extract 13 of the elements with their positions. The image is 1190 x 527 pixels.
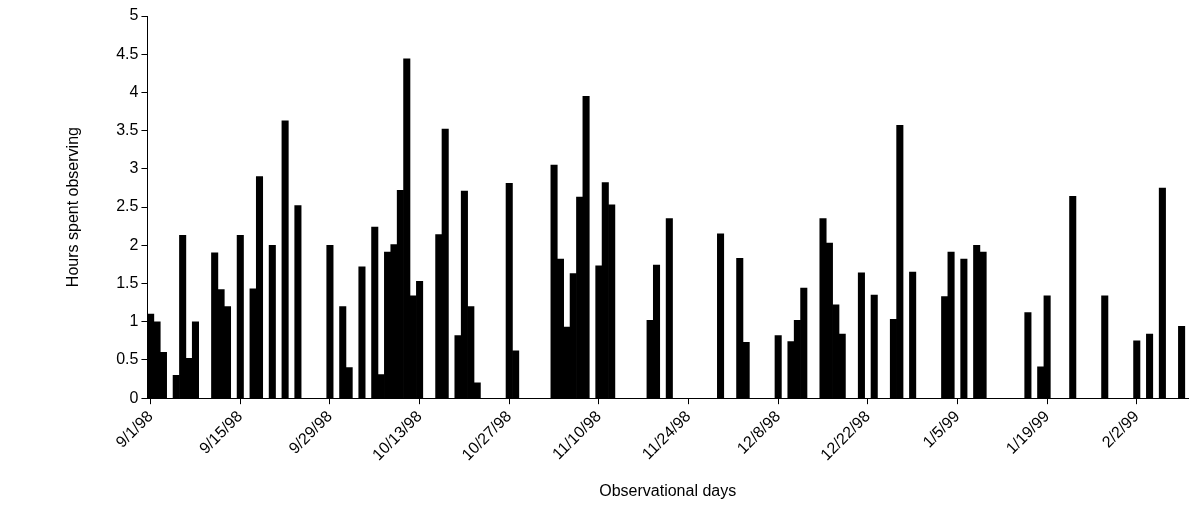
y-tick-label: 0.5 [116, 350, 139, 368]
y-tick-label: 2 [129, 235, 139, 253]
y-tick-label: 1 [129, 312, 139, 330]
x-axis-title: Observational days [599, 481, 737, 499]
y-tick-label: 5 [129, 6, 139, 24]
y-tick-label: 4 [129, 82, 139, 100]
y-tick-label: 0 [129, 388, 139, 406]
y-tick-label: 3.5 [116, 121, 139, 139]
y-tick-label: 4.5 [116, 44, 139, 62]
y-tick-label: 1.5 [116, 273, 139, 291]
y-tick-label: 3 [129, 159, 139, 177]
y-tick-label: 2.5 [116, 197, 139, 215]
y-axis-title: Hours spent observing [64, 127, 82, 288]
